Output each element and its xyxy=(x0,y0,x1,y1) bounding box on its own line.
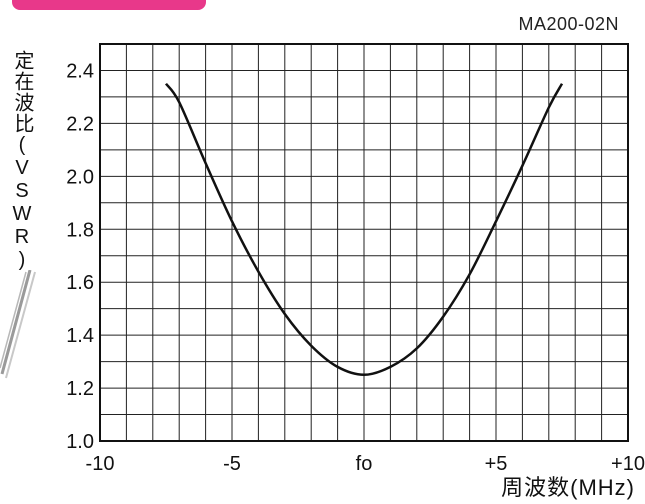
vswr-curve xyxy=(164,82,564,377)
plot-area-border xyxy=(99,43,629,442)
y-tick-label: 2.4 xyxy=(66,60,94,82)
x-axis-ticks: -10 -5 fo +5 +10 xyxy=(86,453,645,475)
y-tick-label: 1.6 xyxy=(66,272,94,294)
y-tick-label: 2.2 xyxy=(66,113,94,135)
x-tick-label: -5 xyxy=(223,453,241,475)
x-tick-label: fo xyxy=(356,453,373,475)
y-axis-title: 定在波比(VSWR) xyxy=(11,50,33,272)
y-axis-ticks: 1.0 1.2 1.4 1.6 1.8 2.0 2.2 2.4 xyxy=(66,60,94,453)
y-tick-label: 2.0 xyxy=(66,166,94,188)
x-tick-label: -10 xyxy=(86,453,115,475)
y-tick-label: 1.4 xyxy=(66,325,94,347)
y-tick-label: 1.2 xyxy=(66,378,94,400)
cable-illustration xyxy=(0,270,36,379)
header-tab-decoration xyxy=(10,0,208,12)
grid xyxy=(100,44,628,441)
y-tick-label: 1.0 xyxy=(66,431,94,453)
model-label: MA200-02N xyxy=(518,14,619,34)
x-axis-title: 周波数(MHz) xyxy=(501,475,635,500)
y-tick-label: 1.8 xyxy=(66,219,94,241)
x-tick-label: +5 xyxy=(485,453,508,475)
x-tick-label: +10 xyxy=(611,453,645,475)
